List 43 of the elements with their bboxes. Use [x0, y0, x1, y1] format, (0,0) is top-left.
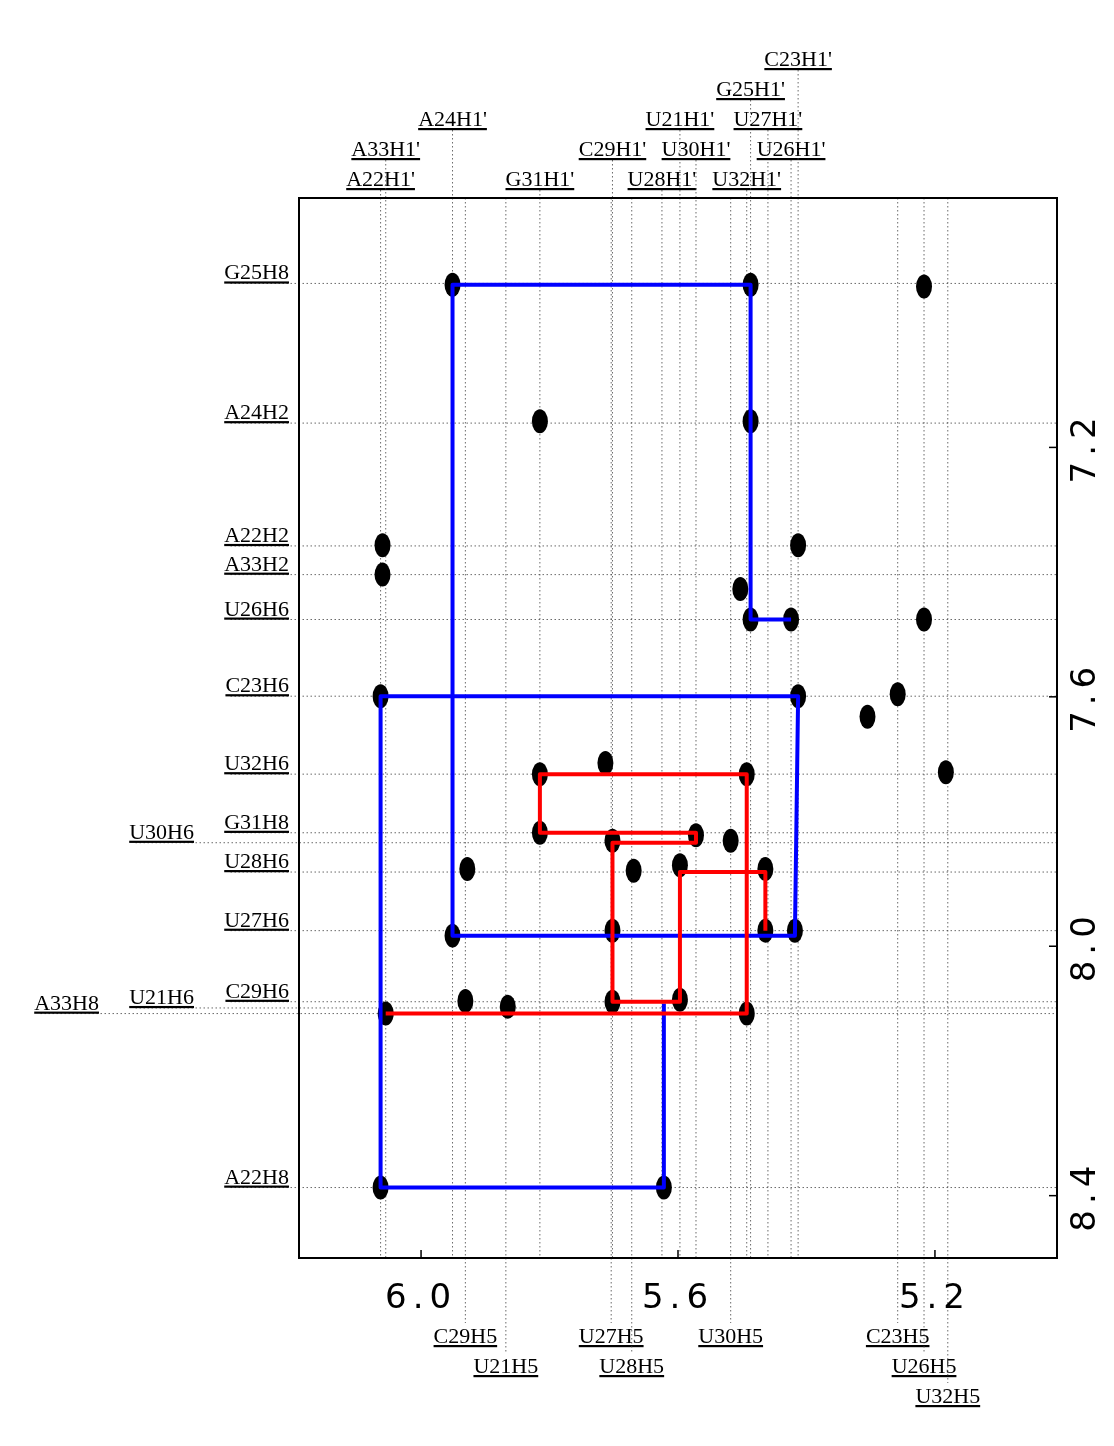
ref-line-label: U32H1'	[712, 166, 782, 191]
ref-line-label: A22H1'	[346, 166, 415, 191]
ref-line-label: A22H8	[224, 1163, 289, 1189]
ref-line-label: U21H5	[473, 1353, 539, 1378]
ref-line-label: U27H5	[578, 1323, 644, 1348]
ref-line-label: U27H1'	[733, 106, 803, 131]
x-tick-label: 5.2	[898, 1276, 971, 1316]
ref-line-label: A33H8	[34, 989, 99, 1015]
ref-line-label: U26H5	[891, 1353, 957, 1378]
ref-line-label: U26H6	[224, 595, 289, 621]
ref-line-label: C23H5	[865, 1323, 930, 1348]
ref-line-label: A24H2	[224, 399, 289, 425]
ref-line-label: G31H1'	[505, 166, 575, 191]
y-tick-label: 7.2	[1063, 411, 1103, 484]
ref-line-label: U30H6	[129, 818, 194, 844]
ref-line-label: U26H1'	[756, 136, 826, 161]
ref-line-label: C29H6	[225, 977, 289, 1003]
y-tick-label: 7.6	[1063, 660, 1103, 733]
ref-line-label: U21H6	[129, 983, 194, 1009]
y-tick-label: 8.4	[1063, 1159, 1103, 1232]
ref-line-label: U27H6	[224, 906, 289, 932]
ref-line-label: G31H8	[224, 808, 289, 834]
ref-line-label: G25H8	[224, 259, 289, 285]
x-tick-label: 6.0	[385, 1276, 458, 1316]
ref-line-label: U21H1'	[645, 106, 715, 131]
ref-line-label: G25H1'	[716, 76, 785, 101]
ref-line-label: A33H1'	[351, 136, 421, 161]
ref-line-label: U32H6	[224, 750, 289, 776]
ref-line-label: A22H2	[224, 521, 289, 547]
ref-line-label: C29H5	[433, 1323, 498, 1348]
ref-line-label: U28H6	[224, 848, 289, 874]
ref-line-label: A24H1'	[418, 106, 487, 131]
ref-line-label: U32H5	[915, 1383, 981, 1408]
ref-line-label: U28H5	[599, 1353, 665, 1378]
y-tick-label: 8.0	[1063, 910, 1103, 983]
ref-line-label: C23H1'	[764, 46, 832, 71]
ref-line-label: C29H1'	[578, 136, 647, 161]
ref-line-label: U28H1'	[627, 166, 697, 191]
ref-line-label: U30H5	[698, 1323, 764, 1348]
ref-line-label: A33H2	[224, 550, 289, 576]
ref-line-label: C23H6	[225, 672, 289, 698]
ref-line-label: U30H1'	[661, 136, 731, 161]
x-tick-label: 5.6	[641, 1276, 715, 1316]
